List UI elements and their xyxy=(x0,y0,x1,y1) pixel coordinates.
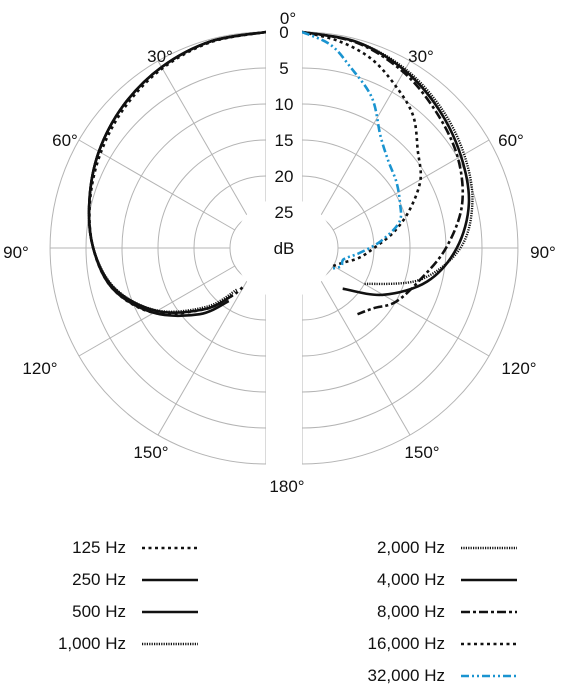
angle-label-120-right: 120° xyxy=(501,359,536,378)
legend-label: 125 Hz xyxy=(72,538,126,557)
legend-item-2000hz: 2,000 Hz xyxy=(317,536,517,560)
series-4000hz xyxy=(301,30,471,297)
legend-swatch xyxy=(142,546,198,550)
unit-label: dB xyxy=(274,239,295,258)
angle-label-150-left: 150° xyxy=(133,443,168,462)
angle-label-30-left: 30° xyxy=(147,47,173,66)
series-16000hz xyxy=(301,30,423,268)
grid-spoke-left xyxy=(78,139,236,231)
legend-swatch xyxy=(142,642,198,646)
legend-item-16000hz: 16,000 Hz xyxy=(317,632,517,656)
legend-swatch xyxy=(461,610,517,614)
legend-label: 2,000 Hz xyxy=(376,538,445,557)
grid-spoke-left xyxy=(157,278,249,436)
angle-label-180: 180° xyxy=(269,477,304,496)
grid-spoke-left xyxy=(157,60,249,218)
legend-swatch xyxy=(142,578,198,582)
legend-item-4000hz: 4,000 Hz xyxy=(317,568,517,592)
polar-labels: 0 5 10 15 20 25 dB 0° 180° 30° 30° 60° 60° 90° 90° 120°… xyxy=(3,9,556,496)
series-250hz xyxy=(87,30,267,318)
radial-tick-label: 20 xyxy=(275,167,294,186)
legend-swatch xyxy=(461,642,517,646)
legend-swatch xyxy=(461,578,517,582)
legend-label: 500 Hz xyxy=(72,602,126,621)
legend-label: 1,000 Hz xyxy=(57,634,126,653)
angle-label-150-right: 150° xyxy=(404,443,439,462)
radial-tick-label: 5 xyxy=(279,59,288,78)
radial-tick-label: 0 xyxy=(279,23,288,42)
legend-label: 8,000 Hz xyxy=(376,602,445,621)
angle-label-60-right: 60° xyxy=(498,131,524,150)
radial-tick-label: 10 xyxy=(275,95,294,114)
polar-series xyxy=(87,30,474,318)
legend-label: 16,000 Hz xyxy=(367,634,446,653)
radial-tick-label: 15 xyxy=(275,131,294,150)
legend: 125 Hz 250 Hz 500 Hz 1,000 Hz 2,000 Hz 4… xyxy=(0,528,561,694)
legend-item-250hz: 250 Hz xyxy=(0,568,198,592)
legend-swatch xyxy=(461,674,517,678)
radial-tick-label: 25 xyxy=(275,203,294,222)
angle-label-120-left: 120° xyxy=(22,359,57,378)
angle-label-90-left: 90° xyxy=(3,243,29,262)
legend-item-8000hz: 8,000 Hz xyxy=(317,600,517,624)
center-hub xyxy=(234,198,334,298)
series-8000hz xyxy=(301,30,465,316)
angle-label-0: 0° xyxy=(280,9,296,28)
legend-item-125hz: 125 Hz xyxy=(0,536,198,560)
angle-label-60-left: 60° xyxy=(52,131,78,150)
legend-swatch xyxy=(461,546,517,550)
series-1000hz xyxy=(87,30,267,313)
angle-label-90-right: 90° xyxy=(530,243,556,262)
legend-item-1000hz: 1,000 Hz xyxy=(0,632,198,656)
angle-label-30-right: 30° xyxy=(408,47,434,66)
series-32000hz xyxy=(301,30,403,270)
polar-pattern-chart: 0 5 10 15 20 25 dB 0° 180° 30° 30° 60° 60° 90° 90° 120°… xyxy=(3,9,556,496)
legend-item-500hz: 500 Hz xyxy=(0,600,198,624)
legend-label: 250 Hz xyxy=(72,570,126,589)
legend-swatch xyxy=(142,610,198,614)
grid-spoke-right xyxy=(319,278,411,436)
grid-spoke-right xyxy=(332,265,490,357)
legend-label: 32,000 Hz xyxy=(367,666,446,685)
legend-label: 4,000 Hz xyxy=(376,570,445,589)
legend-item-32000hz: 32,000 Hz xyxy=(317,664,517,688)
